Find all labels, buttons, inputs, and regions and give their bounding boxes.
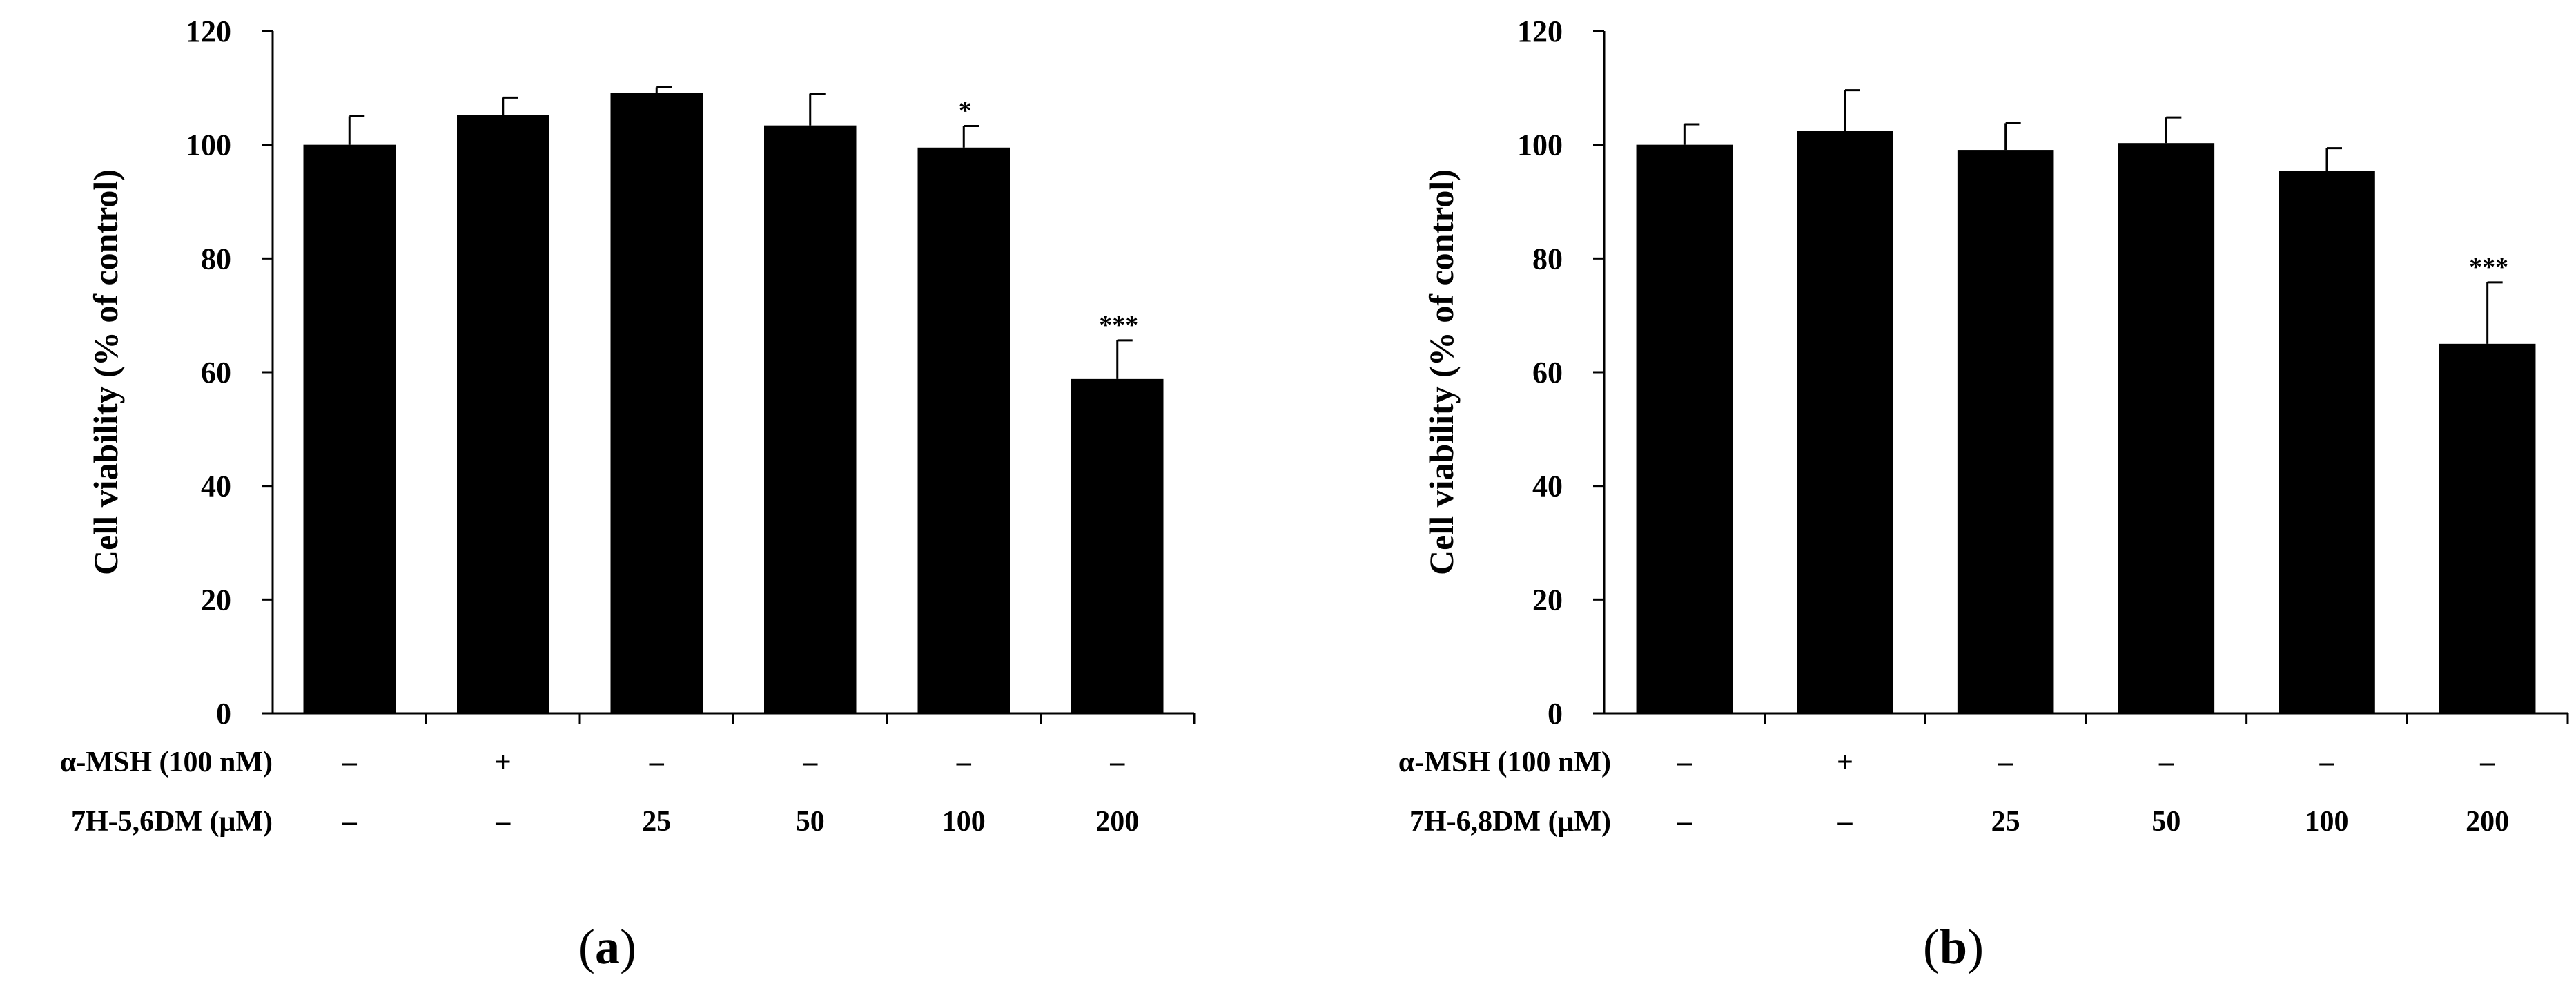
treatment-row-value: –	[2158, 746, 2174, 778]
bar	[2439, 343, 2536, 713]
treatment-row-value: –	[1998, 746, 2013, 778]
treatment-row-value: 200	[1095, 806, 1139, 838]
panel-caption: (a)	[578, 919, 636, 974]
treatment-row-value: –	[802, 746, 818, 778]
treatment-row-value: +	[1837, 746, 1853, 778]
bar	[1636, 144, 1733, 713]
treatment-row-value: –	[649, 746, 665, 778]
treatment-row-value: –	[1677, 746, 1692, 778]
significance-marker: ***	[2469, 253, 2508, 282]
y-tick-label: 0	[1548, 697, 1563, 731]
treatment-row-value: 200	[2466, 806, 2509, 838]
y-tick-label: 120	[186, 15, 231, 48]
significance-marker: ***	[1099, 311, 1138, 340]
treatment-row-value: –	[342, 806, 358, 838]
treatment-row-value: 25	[642, 806, 671, 838]
treatment-row-value: 100	[942, 806, 986, 838]
y-tick-label: 100	[1517, 128, 1563, 162]
bar	[1071, 378, 1164, 713]
y-tick-label: 40	[1532, 470, 1563, 503]
bar	[1797, 131, 1893, 713]
bar	[764, 125, 857, 713]
treatment-row-value: –	[2479, 746, 2495, 778]
treatment-row-value: 50	[2151, 806, 2180, 838]
y-tick-label: 100	[186, 128, 231, 162]
bar	[1957, 150, 2054, 713]
bar	[457, 115, 549, 713]
y-tick-label: 80	[1532, 242, 1563, 276]
y-tick-label: 80	[201, 242, 231, 276]
treatment-row-value: 50	[796, 806, 825, 838]
treatment-row-value: –	[495, 806, 511, 838]
y-tick-label: 0	[216, 697, 231, 731]
bar	[2118, 143, 2215, 714]
panel-a: 0 20 40 60 80 100 120 Cell viability (% of cont…	[60, 15, 1196, 974]
treatment-row-value: –	[1837, 806, 1853, 838]
treatment-row-label: α-MSH (100 nM)	[60, 746, 273, 778]
bar	[2279, 171, 2375, 714]
bar	[610, 93, 703, 713]
treatment-row-label: α-MSH (100 nM)	[1398, 746, 1611, 778]
panel-b: 0 20 40 60 80 100 120 Cell viability (% of cont…	[1398, 15, 2569, 974]
bar	[917, 147, 1010, 714]
treatment-row-value: 100	[2305, 806, 2349, 838]
treatment-row-label: 7H-5,6DM (μM)	[71, 806, 273, 838]
treatment-row-value: –	[956, 746, 972, 778]
treatment-row-value: 25	[1991, 806, 2020, 838]
y-axis-label: Cell viability (% of control)	[86, 169, 125, 575]
y-axis-label: Cell viability (% of control)	[1422, 169, 1461, 575]
y-tick-label: 60	[201, 356, 231, 389]
treatment-row-label: 7H-6,8DM (μM)	[1409, 806, 1611, 838]
y-tick-label: 60	[1532, 356, 1563, 389]
y-tick-label: 20	[1532, 583, 1563, 617]
y-tick-label: 40	[201, 470, 231, 503]
y-tick-label: 20	[201, 583, 231, 617]
significance-marker: *	[959, 96, 972, 125]
treatment-row-value: –	[342, 746, 358, 778]
treatment-row-value: –	[1109, 746, 1125, 778]
treatment-row-value: –	[1677, 806, 1692, 838]
bar	[303, 144, 396, 713]
panel-caption: (b)	[1923, 919, 1984, 974]
treatment-row-value: –	[2319, 746, 2335, 778]
treatment-row-value: +	[495, 746, 511, 778]
y-tick-label: 120	[1517, 15, 1563, 48]
